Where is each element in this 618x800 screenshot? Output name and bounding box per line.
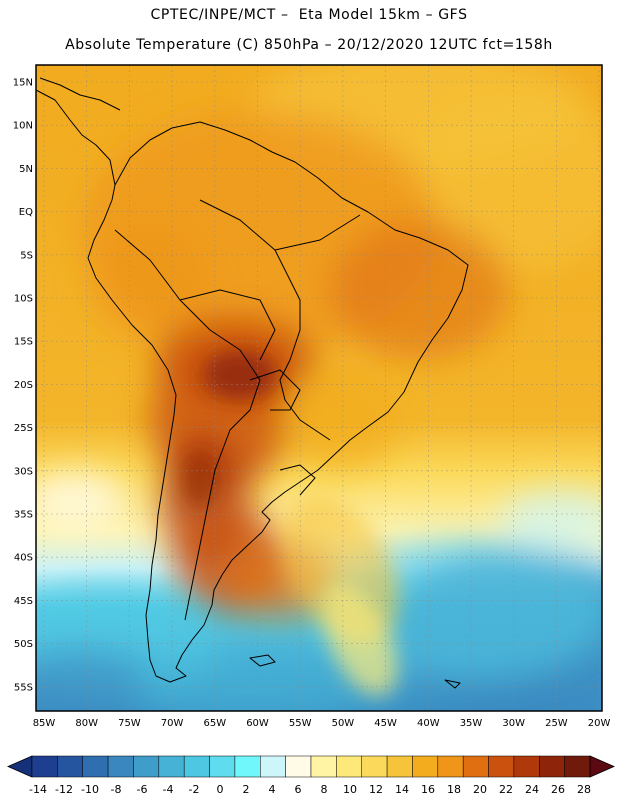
central-america-coastline	[36, 89, 116, 186]
colorbar-swatch	[462, 755, 489, 778]
colorbar-swatch	[57, 755, 83, 778]
lat-tick-label: 25S	[14, 423, 33, 434]
colorbar-swatch	[107, 755, 134, 778]
longitude-axis: 85W 80W 75W 70W 65W 60W 55W 50W 45W 40W 35W 30W 25W 2…	[33, 718, 611, 729]
colorbar-swatch	[31, 755, 58, 778]
colorbar-swatch	[412, 755, 439, 778]
colorbar-swatch	[183, 755, 210, 778]
colorbar-tick-label: 6	[295, 783, 302, 796]
colorbar-tick-label: -6	[137, 783, 148, 796]
colorbar-tick-label: -4	[163, 783, 174, 796]
lat-tick-label: 10N	[13, 121, 33, 132]
lat-tick-label: 5N	[19, 164, 33, 175]
colorbar-swatch	[234, 755, 261, 778]
colorbar-swatch	[361, 755, 388, 778]
falklands	[249, 654, 276, 667]
border-brazil-west	[274, 249, 331, 441]
colorbar-over-arrow	[589, 755, 615, 778]
colorbar-swatch	[513, 755, 540, 778]
colorbar-swatch	[209, 755, 236, 778]
lon-tick-label: 25W	[545, 718, 568, 729]
colorbar-tick-label: 14	[395, 783, 409, 796]
colorbar-tick-label: 2	[243, 783, 250, 796]
warm-tongue	[281, 496, 399, 696]
colorbar-swatch	[158, 755, 185, 778]
colorbar-tick-label: 24	[525, 783, 539, 796]
colorbar-tick-label: -10	[81, 783, 99, 796]
colorbar-tick-label: -14	[29, 783, 47, 796]
colorbar-swatch	[260, 755, 286, 778]
lon-tick-label: 40W	[417, 718, 440, 729]
colorbar-swatch	[82, 755, 109, 778]
colorbar-under-arrow	[7, 755, 33, 778]
lat-tick-label: 15S	[14, 337, 33, 348]
colorbar-tick-label: 4	[269, 783, 276, 796]
hot-core	[182, 350, 278, 510]
colorbar-tick-label: 16	[421, 783, 435, 796]
lat-tick-label: 20S	[14, 380, 33, 391]
colorbar-tick-label: 8	[321, 783, 328, 796]
south-georgia	[444, 679, 461, 689]
border-brazil-north	[199, 199, 361, 251]
lat-tick-label: 50S	[14, 639, 33, 650]
temperature-field	[36, 65, 602, 711]
border-uruguay	[279, 464, 316, 496]
colorbar-swatch	[539, 755, 565, 778]
colorbar-tick-label: 0	[217, 783, 224, 796]
border-paraguay	[249, 369, 301, 411]
lon-tick-label: 55W	[289, 718, 312, 729]
colorbar-swatch	[488, 755, 515, 778]
colorbar-tick-label: -8	[111, 783, 122, 796]
colorbar-swatch	[386, 755, 413, 778]
lat-lon-grid	[36, 65, 602, 711]
colorbar-tick-label: 26	[551, 783, 565, 796]
chart-title-line2: Absolute Temperature (C) 850hPa – 20/12/…	[65, 37, 553, 53]
colorbar-tick-label: 28	[577, 783, 591, 796]
color-scale-legend: -14 -12 -10 -8 -6 -4 -2 0 2 4 6 8 10 12 14 16 18 20 22 24 26…	[7, 755, 615, 796]
colorbar-swatch	[564, 755, 591, 778]
lon-tick-label: 35W	[460, 718, 483, 729]
lat-tick-label: 30S	[14, 466, 33, 477]
lat-tick-label: 15N	[13, 78, 33, 89]
plot-frame	[35, 64, 603, 712]
colorbar-swatch	[336, 755, 362, 778]
lon-tick-label: 45W	[374, 718, 397, 729]
lon-tick-label: 50W	[332, 718, 355, 729]
lon-tick-label: 70W	[161, 718, 184, 729]
lon-tick-label: 60W	[246, 718, 269, 729]
lat-tick-label: 40S	[14, 553, 33, 564]
border-bolivia	[179, 289, 276, 361]
lon-tick-label: 85W	[33, 718, 56, 729]
lon-tick-label: 75W	[118, 718, 141, 729]
lon-tick-label: 80W	[75, 718, 98, 729]
lon-tick-label: 30W	[502, 718, 525, 729]
lon-tick-label: 65W	[203, 718, 226, 729]
colorbar-tick-label: 22	[499, 783, 513, 796]
colorbar-swatch	[133, 755, 160, 778]
lat-tick-label: 55S	[14, 682, 33, 693]
colorbar-swatch	[310, 755, 337, 778]
lon-tick-label: 20W	[588, 718, 611, 729]
colorbar-tick-label: 18	[447, 783, 461, 796]
coastlines-and-borders	[36, 77, 469, 689]
lat-tick-label: EQ	[19, 207, 33, 218]
colorbar-tick-label: -12	[55, 783, 73, 796]
colorbar-swatch	[285, 755, 312, 778]
south-america-coastline	[87, 121, 469, 683]
colorbar-tick-label: 20	[473, 783, 487, 796]
lat-tick-label: 10S	[14, 294, 33, 305]
cold-zones	[36, 470, 602, 711]
lat-tick-label: 45S	[14, 596, 33, 607]
colorbar-tick-label: 12	[369, 783, 383, 796]
chart-title-line1: CPTEC/INPE/MCT – Eta Model 15km – GFS	[150, 7, 468, 23]
colorbar-tick-label: 10	[343, 783, 357, 796]
border-andes	[114, 229, 261, 621]
colorbar-tick-label: -2	[189, 783, 200, 796]
lat-tick-label: 35S	[14, 510, 33, 521]
latitude-axis: 15N 10N 5N EQ 5S 10S 15S 20S 25S 30S 35S 40S 45S 50S 5…	[13, 78, 33, 694]
caribbean-coastline	[39, 77, 121, 111]
colorbar-swatch	[437, 755, 464, 778]
lat-tick-label: 5S	[20, 250, 33, 261]
